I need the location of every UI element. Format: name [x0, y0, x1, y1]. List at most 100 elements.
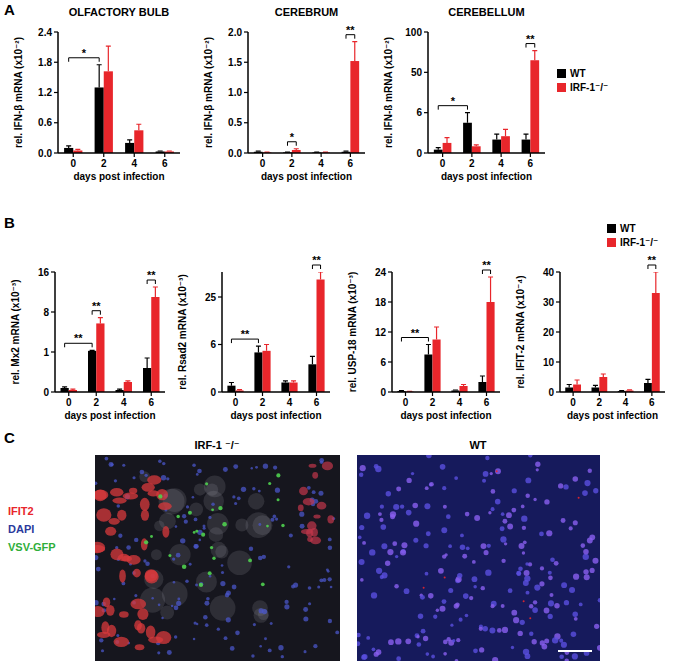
nucleus [529, 604, 533, 608]
nucleus [526, 591, 530, 595]
vsv-gfp-signal [158, 494, 162, 498]
y-tick-label: 1.5 [228, 57, 242, 68]
nucleus [358, 536, 362, 540]
channel-label: IFIT2 [8, 505, 34, 517]
y-tick [54, 92, 58, 93]
x-tick-label: 2 [260, 397, 266, 408]
ifit2-signal [423, 587, 425, 589]
y-tick-label: 6 [380, 357, 386, 368]
nucleus [525, 494, 529, 498]
x-axis-label: days post infection [567, 410, 658, 421]
nucleus [259, 608, 264, 613]
y-tick [51, 271, 55, 272]
nucleus [318, 491, 323, 496]
nucleus [487, 544, 491, 548]
x-axis-label: days post infection [400, 410, 491, 421]
error-bar [98, 318, 103, 324]
nucleus [134, 594, 137, 597]
ifit2-cell [145, 570, 159, 584]
nucleus [579, 603, 583, 607]
nucleus [472, 576, 478, 582]
nucleus [308, 602, 311, 605]
plot-area [61, 287, 160, 392]
nucleus [192, 463, 196, 467]
ifit2-cell [119, 611, 129, 618]
nucleus [559, 639, 563, 643]
nucleus [472, 560, 476, 564]
x-tick [164, 153, 165, 157]
bar [460, 386, 468, 392]
nucleus [479, 647, 484, 652]
vsv-gfp-signal [218, 506, 222, 510]
y-tick-label: 20 [543, 327, 555, 338]
ifit2-cell [298, 504, 304, 511]
nucleus [532, 607, 538, 613]
x-tick [471, 153, 472, 157]
nucleus [443, 640, 448, 645]
nucleus [598, 598, 600, 603]
significance-label: ** [92, 300, 101, 312]
nucleus [393, 504, 399, 510]
legend-label: WT [620, 223, 636, 234]
x-tick [262, 392, 263, 396]
ifit2-cell [306, 529, 313, 537]
y-tick [244, 31, 248, 32]
nucleus [546, 530, 552, 536]
nucleus [330, 586, 333, 589]
nucleus [209, 575, 212, 578]
nucleus [224, 636, 228, 640]
nucleus [525, 653, 531, 659]
nucleus [232, 585, 237, 590]
nucleus [425, 486, 429, 490]
image-background [357, 455, 600, 661]
error-bar [352, 42, 357, 61]
nucleus [572, 612, 577, 617]
y-tick [51, 311, 55, 312]
nucleus [263, 463, 268, 468]
nucleus [446, 514, 451, 519]
nucleus [220, 581, 225, 586]
y-tick-label: 18 [375, 297, 387, 308]
scale-bar [558, 650, 592, 652]
nucleus [552, 637, 558, 643]
nucleus [516, 571, 521, 576]
bar [530, 60, 539, 153]
nucleus [416, 635, 419, 638]
nucleus [564, 659, 569, 661]
nucleus [357, 633, 361, 638]
nucleus [226, 617, 231, 622]
ifit2-cell [95, 490, 108, 500]
y-tick-label: 0.5 [228, 117, 242, 128]
nucleus [440, 464, 446, 470]
ifit2-cell [317, 502, 327, 510]
x-tick [103, 153, 104, 157]
ifit2-cell [313, 514, 320, 518]
vsv-gfp-signal [248, 559, 252, 563]
nucleus [116, 634, 119, 637]
error-bar [256, 346, 261, 352]
bar [443, 143, 452, 153]
vsv-gfp-signal [144, 540, 148, 544]
nucleus [421, 629, 426, 634]
nucleus [502, 519, 507, 524]
nucleus [208, 516, 211, 519]
nucleus [199, 539, 202, 542]
x-tick [321, 153, 322, 157]
nucleus [460, 533, 464, 537]
error-bar [532, 51, 537, 61]
nucleus [241, 487, 246, 492]
ifit2-signal [444, 576, 446, 578]
nucleus [176, 553, 181, 558]
x-axis-label: days post infection [261, 171, 352, 182]
nucleus [442, 486, 446, 490]
nucleus [584, 574, 590, 580]
bar [522, 140, 531, 153]
vsv-gfp-signal [268, 482, 271, 485]
bar [151, 297, 159, 392]
nucleus [174, 635, 177, 638]
nucleus [463, 593, 469, 599]
plot-area [565, 272, 660, 392]
y-tick-label: 30 [543, 297, 555, 308]
nucleus [270, 518, 274, 522]
nucleus [574, 617, 578, 621]
